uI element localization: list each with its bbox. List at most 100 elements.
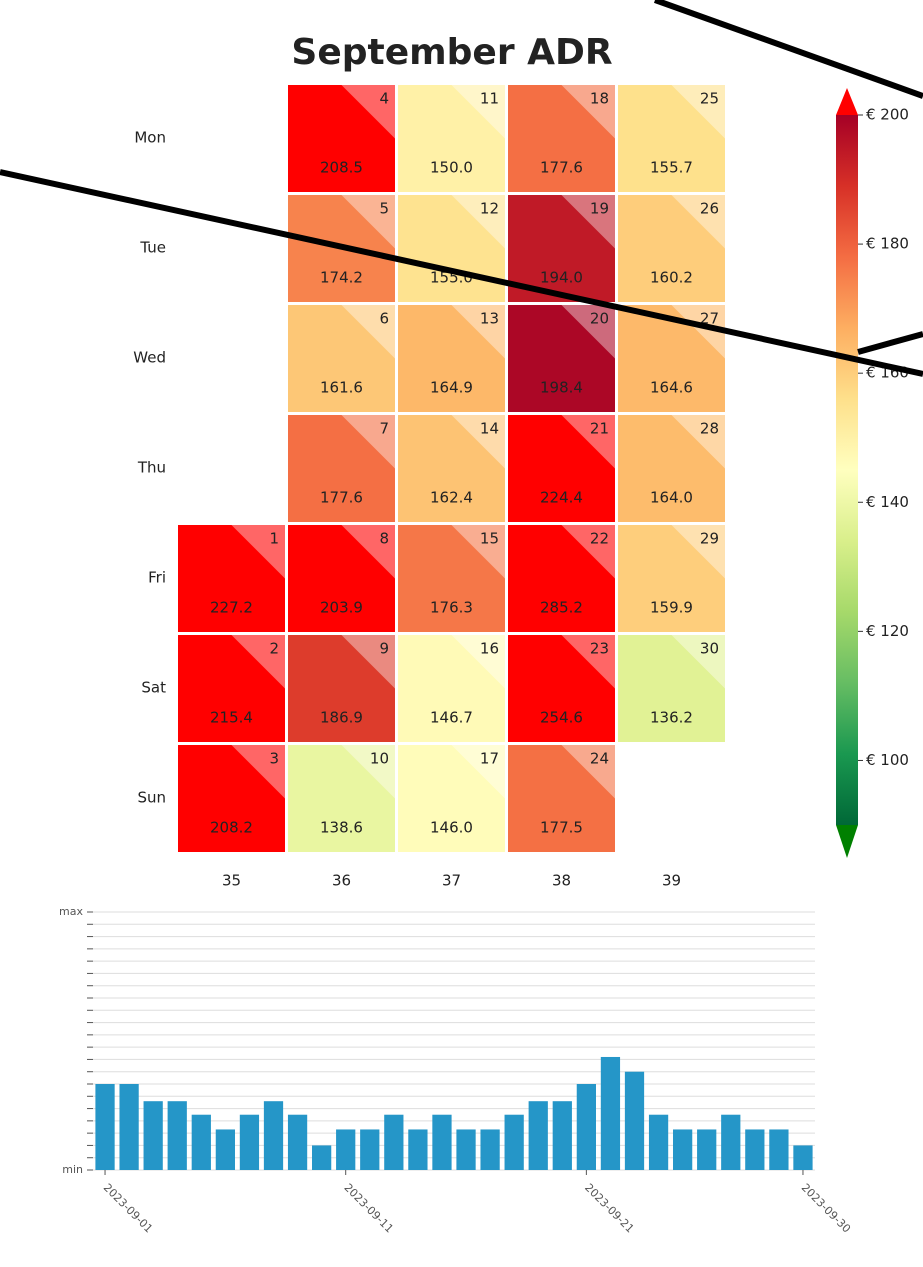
- day-number: 30: [700, 640, 719, 658]
- bar: [793, 1145, 813, 1170]
- cell-value: 176.3: [430, 599, 473, 617]
- annotation-line: [653, 0, 923, 99]
- cell-value: 198.4: [540, 379, 583, 397]
- day-number: 13: [480, 310, 499, 328]
- cell-corner: [561, 635, 615, 689]
- cell-corner: [341, 525, 395, 579]
- bar: [576, 1084, 596, 1170]
- cell-value: 208.5: [320, 159, 363, 177]
- annotation-line: [0, 169, 923, 377]
- cell-corner: [561, 415, 615, 469]
- day-number: 20: [590, 310, 609, 328]
- bar: [432, 1114, 452, 1170]
- heatmap-cell: [618, 305, 725, 412]
- bar: [263, 1101, 284, 1170]
- heatmap-cell: [508, 415, 615, 522]
- colorbar-tick-label: € 120: [866, 622, 909, 640]
- x-tick-label: 2023-09-30: [799, 1181, 853, 1235]
- column-label: 38: [552, 872, 571, 890]
- row-label: Tue: [139, 239, 166, 257]
- bar: [312, 1145, 332, 1170]
- cell-corner: [341, 305, 395, 359]
- cell-corner: [671, 195, 725, 249]
- heatmap-cell: [398, 415, 505, 522]
- heatmap-cell: [398, 85, 505, 192]
- heatmap-cell: [508, 745, 615, 852]
- cell-value: 164.0: [650, 489, 693, 507]
- bar: [504, 1114, 524, 1170]
- cell-corner: [561, 525, 615, 579]
- bar: [480, 1129, 500, 1170]
- day-number: 18: [590, 90, 609, 108]
- cell-value: 194.0: [540, 269, 583, 287]
- day-number: 21: [590, 420, 609, 438]
- heatmap-cell: [618, 415, 725, 522]
- cell-value: 254.6: [540, 709, 583, 727]
- colorbar-under: [836, 825, 858, 858]
- day-number: 24: [590, 750, 609, 768]
- cell-value: 146.0: [430, 819, 473, 837]
- heatmap-cell: [398, 525, 505, 632]
- cell-corner: [451, 525, 505, 579]
- row-label: Fri: [148, 569, 166, 587]
- cell-value: 203.9: [320, 599, 363, 617]
- bar: [456, 1129, 476, 1170]
- heatmap-cell: [288, 415, 395, 522]
- day-number: 14: [480, 420, 499, 438]
- heatmap-cell: [508, 525, 615, 632]
- cell-value: 155.7: [650, 159, 693, 177]
- day-number: 27: [700, 310, 719, 328]
- bar: [360, 1129, 380, 1170]
- cell-value: 177.6: [540, 159, 583, 177]
- cell-corner: [561, 305, 615, 359]
- heatmap-cell: [398, 305, 505, 412]
- day-number: 7: [379, 420, 389, 438]
- day-number: 8: [379, 530, 389, 548]
- day-number: 2: [269, 640, 279, 658]
- cell-corner: [561, 745, 615, 799]
- cell-value: 186.9: [320, 709, 363, 727]
- cell-corner: [341, 745, 395, 799]
- heatmap-cell: [398, 635, 505, 742]
- column-label: 39: [662, 872, 681, 890]
- cell-value: 208.2: [210, 819, 253, 837]
- row-label: Sat: [141, 679, 166, 697]
- cell-corner: [671, 635, 725, 689]
- day-number: 19: [590, 200, 609, 218]
- heatmap-cell: [288, 745, 395, 852]
- heatmap-cell: [178, 635, 285, 742]
- cell-value: 162.4: [430, 489, 473, 507]
- colorbar-over: [836, 88, 858, 115]
- day-number: 22: [590, 530, 609, 548]
- bar: [119, 1084, 139, 1170]
- x-tick-label: 2023-09-21: [582, 1181, 636, 1235]
- y-tick-label: min: [62, 1163, 83, 1176]
- bar: [697, 1129, 717, 1170]
- day-number: 29: [700, 530, 719, 548]
- day-number: 26: [700, 200, 719, 218]
- cell-corner: [451, 195, 505, 249]
- colorbar-tick-label: € 100: [866, 751, 909, 769]
- chart-title: September ADR: [291, 32, 612, 73]
- cell-corner: [341, 85, 395, 139]
- cell-corner: [671, 415, 725, 469]
- bar: [143, 1101, 163, 1170]
- colorbar-tick-label: € 200: [866, 106, 909, 124]
- y-tick-label: max: [59, 905, 83, 918]
- bar: [239, 1114, 260, 1170]
- bar: [673, 1129, 693, 1170]
- cell-corner: [451, 305, 505, 359]
- cell-value: 150.0: [430, 159, 473, 177]
- bar: [287, 1114, 308, 1170]
- bar: [648, 1114, 669, 1170]
- bar: [336, 1129, 356, 1170]
- cell-corner: [451, 745, 505, 799]
- cell-corner: [451, 635, 505, 689]
- cell-value: 164.6: [650, 379, 693, 397]
- cell-value: 215.4: [210, 709, 253, 727]
- bar: [528, 1101, 548, 1170]
- day-number: 9: [379, 640, 389, 658]
- bar: [721, 1114, 741, 1170]
- cell-corner: [451, 85, 505, 139]
